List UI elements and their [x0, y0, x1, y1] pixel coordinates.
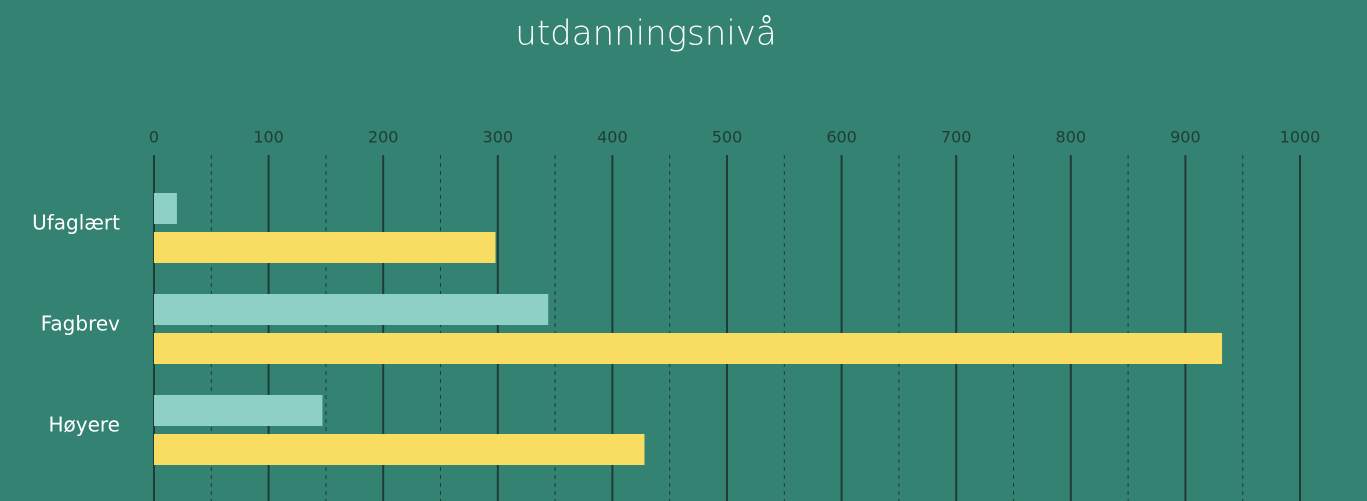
x-tick-label: 600: [826, 128, 857, 147]
x-tick-label: 700: [941, 128, 972, 147]
x-tick-label: 0: [149, 128, 159, 147]
x-tick-label: 100: [253, 128, 284, 147]
y-tick-label: Ufaglært: [32, 211, 120, 235]
chart-title: utdanningsnivå: [515, 14, 776, 54]
x-tick-label: 800: [1056, 128, 1087, 147]
bar: [154, 232, 496, 263]
y-tick-label: Fagbrev: [41, 312, 120, 336]
bar: [154, 193, 177, 224]
y-tick-label: Høyere: [48, 413, 120, 437]
x-tick-label: 1000: [1280, 128, 1321, 147]
x-tick-label: 400: [597, 128, 628, 147]
x-tick-label: 500: [712, 128, 743, 147]
bar: [154, 333, 1223, 364]
x-tick-label: 300: [483, 128, 514, 147]
bar: [154, 395, 323, 426]
bar: [154, 434, 645, 465]
x-tick-label: 200: [368, 128, 399, 147]
x-tick-label: 900: [1170, 128, 1201, 147]
bar: [154, 294, 549, 325]
